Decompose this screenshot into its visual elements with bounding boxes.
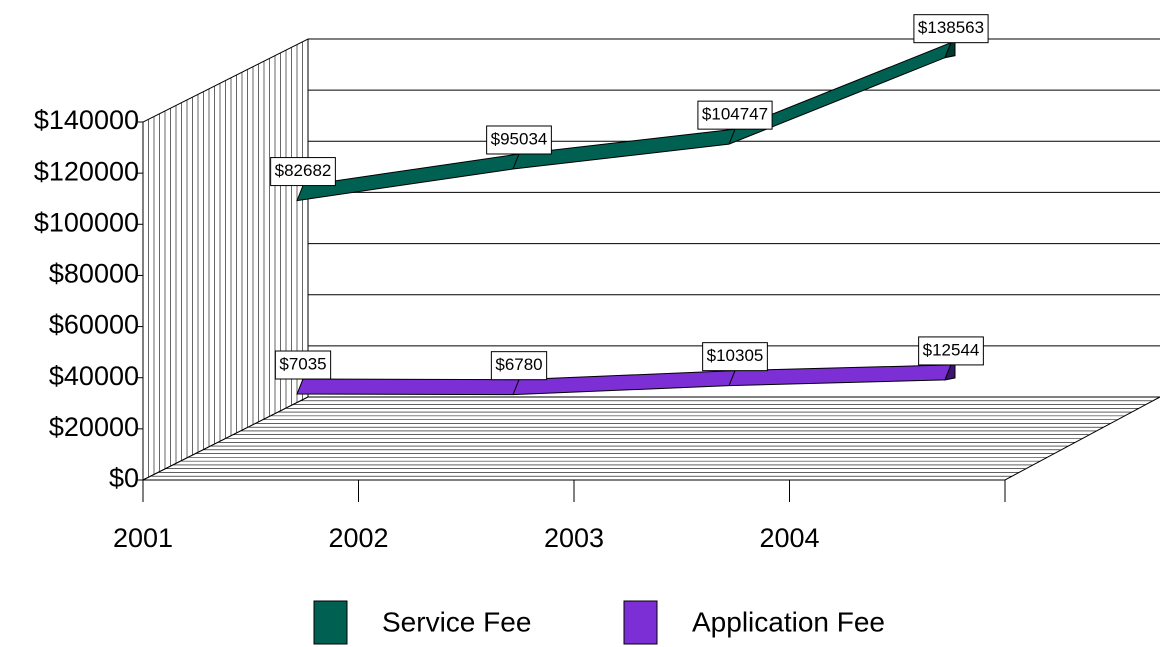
value-label-text: $12544: [923, 340, 980, 359]
value-label: $10305: [702, 342, 768, 372]
legend-swatch: [623, 600, 658, 645]
value-label-text: $10305: [707, 346, 764, 365]
value-label-box: [697, 100, 773, 130]
value-label: $7035: [274, 350, 332, 380]
x-tick-label: 2001: [113, 523, 173, 553]
value-label-box: [274, 350, 332, 380]
value-label-box: [913, 14, 989, 44]
ribbon: [296, 41, 952, 202]
y-tick-label: $60000: [49, 310, 139, 340]
x-tick-label: 2002: [328, 523, 388, 553]
y-tick-label: $100000: [34, 207, 139, 237]
y-tick-label: $140000: [34, 105, 139, 135]
value-label-text: $104747: [702, 105, 768, 124]
value-label-box: [918, 336, 984, 366]
y-tick-label: $40000: [49, 361, 139, 391]
value-label-box: [270, 157, 336, 187]
legend-swatch: [313, 600, 348, 645]
ribbon-fold: [512, 379, 520, 395]
value-label: $104747: [697, 100, 773, 130]
legend-label: Service Fee: [382, 606, 531, 637]
y-tick-label: $80000: [49, 259, 139, 289]
value-label: $12544: [918, 336, 984, 366]
ribbon-fold: [728, 370, 736, 386]
value-label-box: [702, 342, 768, 372]
ribbon-fold: [728, 128, 736, 145]
y-tick-label: $0: [109, 463, 139, 493]
y-tick-label: $120000: [34, 156, 139, 186]
x-tick-label: 2004: [759, 523, 819, 553]
value-label-box: [486, 125, 552, 155]
value-label-text: $7035: [279, 354, 326, 373]
value-label: $6780: [490, 351, 548, 381]
value-label-text: $6780: [495, 355, 542, 374]
walls: [142, 38, 1160, 481]
legend-label: Application Fee: [692, 606, 885, 637]
ribbon-fold: [512, 153, 520, 170]
value-label-text: $95034: [491, 129, 548, 148]
x-tick-label: 2003: [544, 523, 604, 553]
value-label: $82682: [270, 157, 336, 187]
value-label-text: $82682: [275, 161, 332, 180]
ribbon: [296, 364, 952, 396]
value-label-text: $138563: [918, 18, 984, 37]
y-tick-label: $20000: [49, 412, 139, 442]
value-label: $138563: [913, 14, 989, 44]
value-label-box: [490, 351, 548, 381]
value-label: $95034: [486, 125, 552, 155]
